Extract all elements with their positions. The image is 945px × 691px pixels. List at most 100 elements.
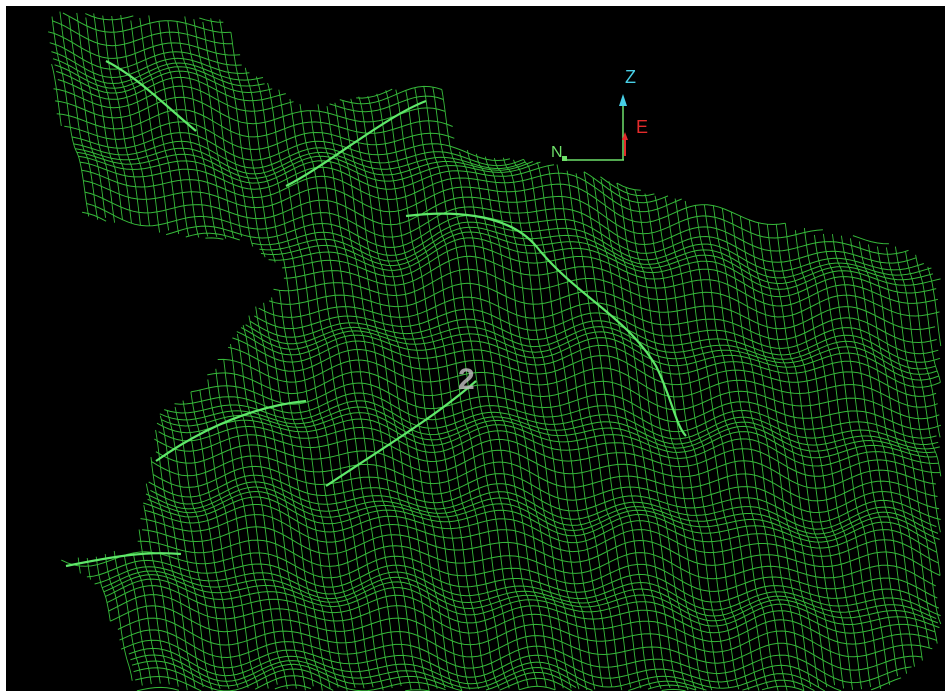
mesh-line	[644, 193, 740, 690]
mesh-line	[123, 555, 152, 685]
mesh-line	[493, 157, 596, 690]
mesh-line	[152, 465, 940, 514]
mesh-line	[117, 617, 922, 671]
mesh-line	[876, 246, 941, 576]
mesh-line	[358, 96, 471, 690]
mesh-line	[484, 156, 588, 691]
mesh-line	[102, 570, 937, 620]
mesh-line	[905, 251, 941, 438]
mesh-line	[757, 222, 845, 689]
mesh-line	[185, 221, 924, 272]
mesh-line	[566, 170, 662, 689]
mesh-line	[299, 104, 412, 691]
mesh-line	[712, 205, 805, 691]
mesh-line	[441, 89, 556, 690]
mesh-line	[167, 20, 297, 689]
e-arrow-icon	[622, 132, 628, 140]
mesh-line	[249, 318, 941, 363]
mesh-line	[625, 187, 721, 689]
mesh-line	[376, 93, 490, 690]
mesh-line	[634, 189, 730, 688]
mesh-line	[86, 203, 909, 255]
mesh-line	[210, 18, 339, 688]
mesh-line	[232, 337, 941, 388]
mesh-line	[784, 223, 872, 687]
mesh-line	[326, 106, 438, 689]
mesh-line	[794, 230, 882, 689]
3d-viewport[interactable]: Z E N 2	[6, 6, 945, 691]
ridge-line	[285, 99, 427, 187]
mesh-line	[556, 164, 652, 689]
mesh-line	[95, 556, 111, 622]
z-axis-label: Z	[625, 67, 636, 87]
mesh-line	[502, 157, 604, 687]
mesh-line	[142, 526, 941, 576]
mesh-line	[350, 98, 463, 691]
mesh-line	[289, 98, 402, 687]
mesh-line	[240, 327, 938, 375]
mesh-line	[616, 182, 713, 691]
mesh-line	[849, 238, 930, 648]
mesh-line	[55, 96, 446, 125]
mesh-line	[85, 17, 213, 691]
mesh-line	[536, 161, 632, 688]
mesh-line	[103, 574, 938, 624]
mesh-line	[267, 82, 384, 691]
z-arrow-icon	[619, 94, 627, 106]
mesh-line	[334, 102, 446, 689]
mesh-line	[894, 246, 942, 477]
mesh-line	[244, 67, 365, 689]
mesh-line	[423, 86, 538, 687]
mesh-line	[132, 552, 161, 684]
mesh-line	[113, 550, 143, 686]
mesh-line	[831, 234, 915, 667]
mesh-line	[309, 110, 421, 690]
mesh-line	[59, 11, 188, 691]
mesh-line	[927, 266, 942, 347]
mesh-line	[459, 151, 564, 689]
mesh-line	[81, 169, 682, 213]
mesh-line	[154, 434, 941, 477]
mesh-line	[915, 254, 941, 383]
mesh-line	[230, 32, 356, 689]
mesh-line	[766, 224, 854, 690]
mesh-line	[110, 605, 933, 658]
mesh-line	[592, 177, 689, 691]
n-axis-marker	[562, 156, 567, 161]
mesh-line	[51, 16, 179, 687]
mesh-line	[840, 235, 923, 661]
mesh-line	[93, 13, 221, 689]
section-number-label: 2	[458, 363, 475, 396]
mesh-line	[120, 15, 249, 688]
mesh-line	[104, 554, 133, 681]
mesh-line	[342, 100, 454, 689]
mesh-line	[102, 15, 230, 690]
mesh-line	[654, 195, 750, 691]
mesh-line	[367, 95, 480, 690]
mesh-line	[608, 181, 705, 691]
mesh-line	[405, 90, 520, 690]
mesh-line	[105, 578, 940, 629]
orientation-gizmo	[562, 94, 628, 161]
mesh-line	[156, 418, 938, 459]
terrain-wireframe-mesh[interactable]	[6, 6, 945, 691]
mesh-line	[61, 551, 938, 599]
mesh-line	[193, 19, 323, 691]
mesh-line	[730, 211, 820, 688]
ridge-line	[325, 380, 477, 487]
mesh-line	[62, 12, 231, 34]
mesh-line	[395, 89, 510, 689]
mesh-line	[547, 165, 642, 689]
mesh-line	[664, 197, 760, 691]
mesh-line	[317, 104, 430, 691]
mesh-line	[600, 178, 697, 691]
mesh-line	[385, 90, 500, 689]
mesh-line	[151, 455, 938, 502]
mesh-line	[575, 173, 671, 688]
mesh-line	[813, 234, 899, 677]
mesh-line	[77, 557, 81, 574]
ridge-line	[155, 399, 307, 462]
mesh-line	[245, 324, 936, 370]
mesh-line	[131, 660, 805, 691]
mesh-line	[674, 198, 769, 689]
